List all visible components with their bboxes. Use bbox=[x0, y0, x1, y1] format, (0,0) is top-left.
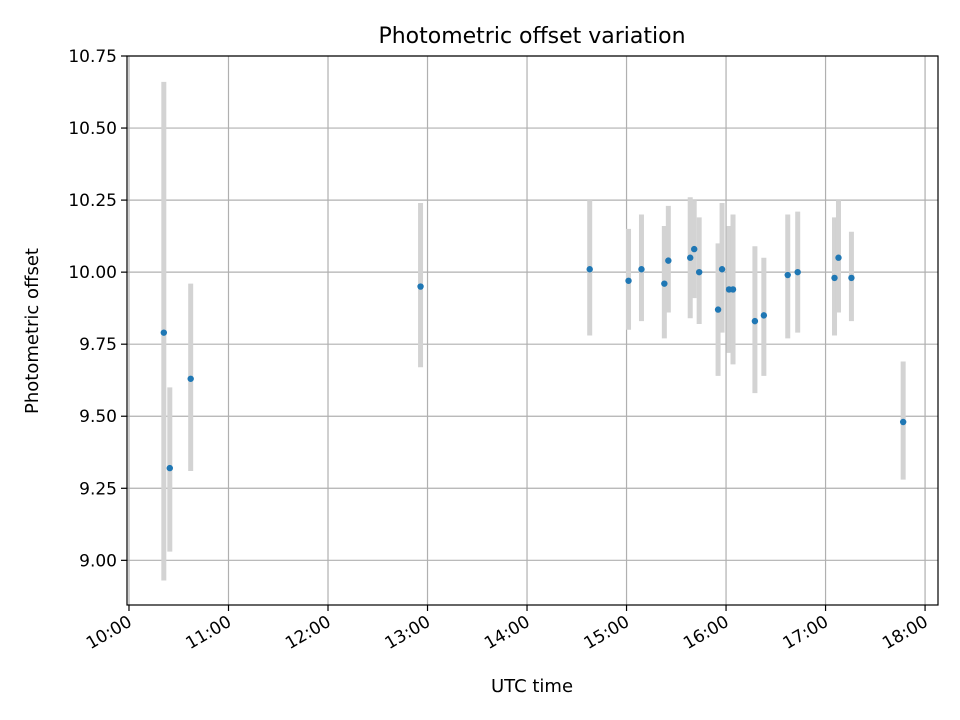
data-point bbox=[831, 274, 838, 282]
y-tick-label: 10.00 bbox=[68, 263, 117, 283]
data-point bbox=[166, 464, 173, 472]
data-point bbox=[160, 329, 168, 336]
data-point bbox=[625, 277, 632, 284]
data-point bbox=[718, 266, 726, 273]
y-axis-ticks: 9.00 9.25 9.50 9.75 10.00 10.25 10.50 10.75 bbox=[68, 47, 127, 571]
data-point bbox=[714, 306, 722, 313]
data-point bbox=[187, 375, 194, 382]
x-axis-label: UTC time bbox=[491, 676, 573, 697]
plot-area-frame bbox=[126, 55, 939, 606]
y-tick-label: 9.50 bbox=[79, 407, 117, 427]
y-tick-label: 9.75 bbox=[79, 335, 117, 355]
y-tick-label: 10.50 bbox=[68, 119, 117, 139]
data-point bbox=[835, 254, 842, 261]
y-axis-label: Photometric offset bbox=[22, 248, 43, 414]
data-point bbox=[661, 280, 668, 287]
data-point bbox=[729, 286, 737, 293]
data-point bbox=[687, 254, 694, 261]
data-point bbox=[638, 266, 645, 273]
data-point bbox=[751, 317, 759, 325]
data-point bbox=[760, 312, 768, 319]
data-point bbox=[794, 268, 801, 276]
y-tick-label: 10.25 bbox=[68, 191, 117, 211]
chart-title: Photometric offset variation bbox=[378, 24, 685, 49]
data-point bbox=[695, 268, 703, 276]
y-tick-label: 9.00 bbox=[79, 551, 117, 571]
y-tick-label: 10.75 bbox=[68, 47, 117, 67]
data-point bbox=[665, 257, 672, 264]
data-point bbox=[691, 245, 698, 253]
data-point bbox=[899, 418, 907, 426]
data-point bbox=[417, 283, 424, 290]
data-point bbox=[848, 274, 855, 282]
data-point bbox=[586, 266, 593, 273]
y-tick-label: 9.25 bbox=[79, 479, 117, 499]
data-point bbox=[784, 271, 791, 279]
data-points bbox=[160, 245, 907, 472]
